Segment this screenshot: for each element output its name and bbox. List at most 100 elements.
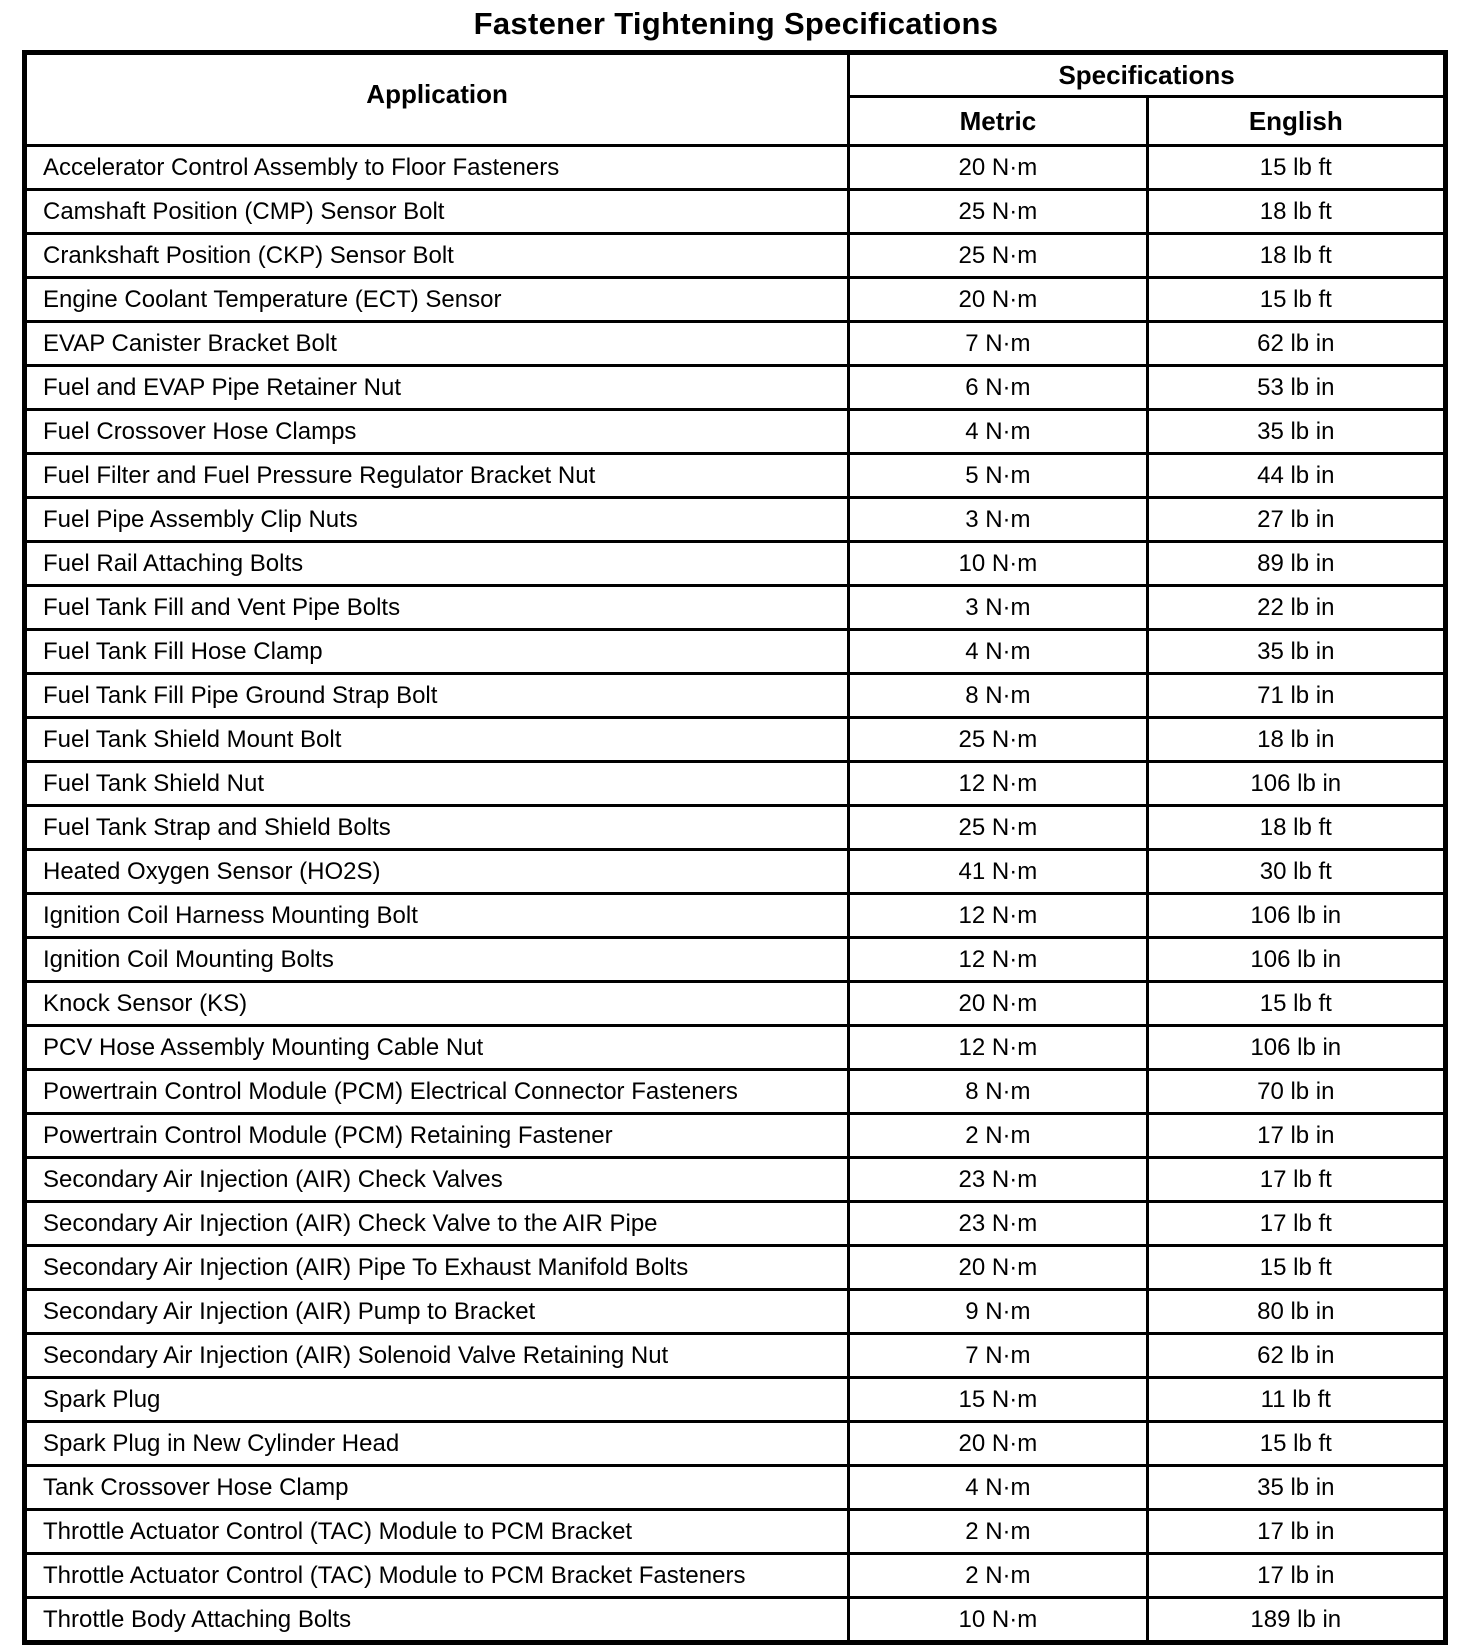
- application-cell: Fuel Tank Fill and Vent Pipe Bolts: [22, 584, 851, 631]
- table-header: Application Specifications Metric Englis…: [22, 51, 1448, 147]
- metric-value-cell: 12 N·m: [847, 760, 1149, 807]
- table-row: Tank Crossover Hose Clamp 4 N·m 35 lb in: [22, 1464, 1448, 1511]
- table-row: Fuel Filter and Fuel Pressure Regulator …: [22, 452, 1448, 499]
- english-value-cell: 53 lb in: [1145, 364, 1448, 411]
- table-row: Fuel Pipe Assembly Clip Nuts 3 N·m 27 lb…: [22, 496, 1448, 543]
- table-row: Fuel Tank Fill Pipe Ground Strap Bolt 8 …: [22, 672, 1448, 719]
- metric-value-cell: 12 N·m: [847, 892, 1149, 939]
- metric-value-cell: 2 N·m: [847, 1552, 1149, 1599]
- table-row: Fuel Tank Fill and Vent Pipe Bolts 3 N·m…: [22, 584, 1448, 631]
- table-body: Accelerator Control Assembly to Floor Fa…: [22, 144, 1448, 1644]
- metric-value-cell: 3 N·m: [847, 584, 1149, 631]
- metric-value-cell: 8 N·m: [847, 1068, 1149, 1115]
- table-row: Fuel Tank Fill Hose Clamp 4 N·m 35 lb in: [22, 628, 1448, 675]
- application-cell: EVAP Canister Bracket Bolt: [22, 320, 851, 367]
- english-value-cell: 18 lb ft: [1145, 188, 1448, 235]
- table-row: Fuel Crossover Hose Clamps 4 N·m 35 lb i…: [22, 408, 1448, 455]
- metric-value-cell: 20 N·m: [847, 1244, 1149, 1291]
- english-value-cell: 11 lb ft: [1145, 1376, 1448, 1423]
- english-value-cell: 106 lb in: [1145, 1024, 1448, 1071]
- english-value-cell: 15 lb ft: [1145, 1420, 1448, 1467]
- english-value-cell: 18 lb ft: [1145, 804, 1448, 851]
- application-cell: Fuel Tank Fill Pipe Ground Strap Bolt: [22, 672, 851, 719]
- metric-value-cell: 10 N·m: [847, 540, 1149, 587]
- metric-value-cell: 7 N·m: [847, 1332, 1149, 1379]
- table-row: Fuel Tank Shield Mount Bolt 25 N·m 18 lb…: [22, 716, 1448, 763]
- application-cell: Ignition Coil Harness Mounting Bolt: [22, 892, 851, 939]
- application-cell: Throttle Actuator Control (TAC) Module t…: [22, 1552, 851, 1599]
- table-row: Throttle Actuator Control (TAC) Module t…: [22, 1552, 1448, 1599]
- english-value-cell: 35 lb in: [1145, 628, 1448, 675]
- header-row-units: Metric English: [25, 95, 1448, 147]
- application-cell: Throttle Actuator Control (TAC) Module t…: [22, 1508, 851, 1555]
- table-row: Spark Plug in New Cylinder Head 20 N·m 1…: [22, 1420, 1448, 1467]
- table-row: Accelerator Control Assembly to Floor Fa…: [22, 144, 1448, 191]
- application-cell: Throttle Body Attaching Bolts: [22, 1596, 851, 1644]
- metric-value-cell: 3 N·m: [847, 496, 1149, 543]
- metric-value-cell: 4 N·m: [847, 408, 1149, 455]
- table-row: Fuel Tank Strap and Shield Bolts 25 N·m …: [22, 804, 1448, 851]
- metric-value-cell: 2 N·m: [847, 1112, 1149, 1159]
- metric-value-cell: 15 N·m: [847, 1376, 1149, 1423]
- table-row: Crankshaft Position (CKP) Sensor Bolt 25…: [22, 232, 1448, 279]
- table-row: Fuel and EVAP Pipe Retainer Nut 6 N·m 53…: [22, 364, 1448, 411]
- metric-value-cell: 8 N·m: [847, 672, 1149, 719]
- table-row: Throttle Actuator Control (TAC) Module t…: [22, 1508, 1448, 1555]
- metric-value-cell: 9 N·m: [847, 1288, 1149, 1335]
- page-title: Fastener Tightening Specifications: [473, 6, 999, 41]
- table-row: Powertrain Control Module (PCM) Retainin…: [22, 1112, 1448, 1159]
- english-value-cell: 89 lb in: [1145, 540, 1448, 587]
- english-value-cell: 35 lb in: [1145, 1464, 1448, 1511]
- english-value-cell: 15 lb ft: [1145, 144, 1448, 191]
- metric-value-cell: 12 N·m: [847, 1024, 1149, 1071]
- english-value-cell: 17 lb in: [1145, 1508, 1448, 1555]
- english-value-cell: 189 lb in: [1145, 1596, 1448, 1644]
- english-value-cell: 17 lb in: [1145, 1112, 1448, 1159]
- metric-value-cell: 20 N·m: [847, 1420, 1149, 1467]
- application-cell: Powertrain Control Module (PCM) Retainin…: [22, 1112, 851, 1159]
- application-cell: Fuel Tank Strap and Shield Bolts: [22, 804, 851, 851]
- table-row: Secondary Air Injection (AIR) Solenoid V…: [22, 1332, 1448, 1379]
- english-value-cell: 17 lb in: [1145, 1552, 1448, 1599]
- column-header-specifications: Specifications: [847, 51, 1447, 98]
- english-value-cell: 106 lb in: [1145, 892, 1448, 939]
- application-cell: Fuel Pipe Assembly Clip Nuts: [22, 496, 851, 543]
- table-row: Fuel Tank Shield Nut 12 N·m 106 lb in: [22, 760, 1448, 807]
- english-value-cell: 18 lb ft: [1145, 232, 1448, 279]
- application-cell: Secondary Air Injection (AIR) Check Valv…: [22, 1200, 851, 1247]
- metric-value-cell: 6 N·m: [847, 364, 1149, 411]
- table-row: Secondary Air Injection (AIR) Pipe To Ex…: [22, 1244, 1448, 1291]
- table-row: Engine Coolant Temperature (ECT) Sensor …: [22, 276, 1448, 323]
- metric-value-cell: 41 N·m: [847, 848, 1149, 895]
- table-row: Ignition Coil Harness Mounting Bolt 12 N…: [22, 892, 1448, 939]
- english-value-cell: 15 lb ft: [1145, 276, 1448, 323]
- application-cell: Spark Plug: [22, 1376, 851, 1423]
- metric-value-cell: 4 N·m: [847, 1464, 1149, 1511]
- metric-value-cell: 25 N·m: [847, 188, 1149, 235]
- fastener-specifications-table: Application Specifications Metric Englis…: [22, 50, 1448, 1645]
- application-cell: Accelerator Control Assembly to Floor Fa…: [22, 144, 851, 191]
- application-cell: Fuel Tank Shield Nut: [22, 760, 851, 807]
- table-row: Heated Oxygen Sensor (HO2S) 41 N·m 30 lb…: [22, 848, 1448, 895]
- application-cell: Fuel Tank Fill Hose Clamp: [22, 628, 851, 675]
- application-cell: Camshaft Position (CMP) Sensor Bolt: [22, 188, 851, 235]
- table-row: Ignition Coil Mounting Bolts 12 N·m 106 …: [22, 936, 1448, 983]
- english-value-cell: 80 lb in: [1145, 1288, 1448, 1335]
- table-row: Throttle Body Attaching Bolts 10 N·m 189…: [22, 1596, 1448, 1644]
- metric-value-cell: 4 N·m: [847, 628, 1149, 675]
- english-value-cell: 62 lb in: [1145, 320, 1448, 367]
- table-row: Powertrain Control Module (PCM) Electric…: [22, 1068, 1448, 1115]
- table-row: Knock Sensor (KS) 20 N·m 15 lb ft: [22, 980, 1448, 1027]
- application-cell: Powertrain Control Module (PCM) Electric…: [22, 1068, 851, 1115]
- application-cell: Secondary Air Injection (AIR) Solenoid V…: [22, 1332, 851, 1379]
- column-header-metric: Metric: [847, 95, 1149, 147]
- application-cell: Secondary Air Injection (AIR) Pump to Br…: [22, 1288, 851, 1335]
- application-cell: PCV Hose Assembly Mounting Cable Nut: [22, 1024, 851, 1071]
- application-cell: Fuel and EVAP Pipe Retainer Nut: [22, 364, 851, 411]
- application-cell: Crankshaft Position (CKP) Sensor Bolt: [22, 232, 851, 279]
- metric-value-cell: 12 N·m: [847, 936, 1149, 983]
- table-row: Secondary Air Injection (AIR) Check Valv…: [22, 1156, 1448, 1203]
- metric-value-cell: 20 N·m: [847, 980, 1149, 1027]
- metric-value-cell: 23 N·m: [847, 1156, 1149, 1203]
